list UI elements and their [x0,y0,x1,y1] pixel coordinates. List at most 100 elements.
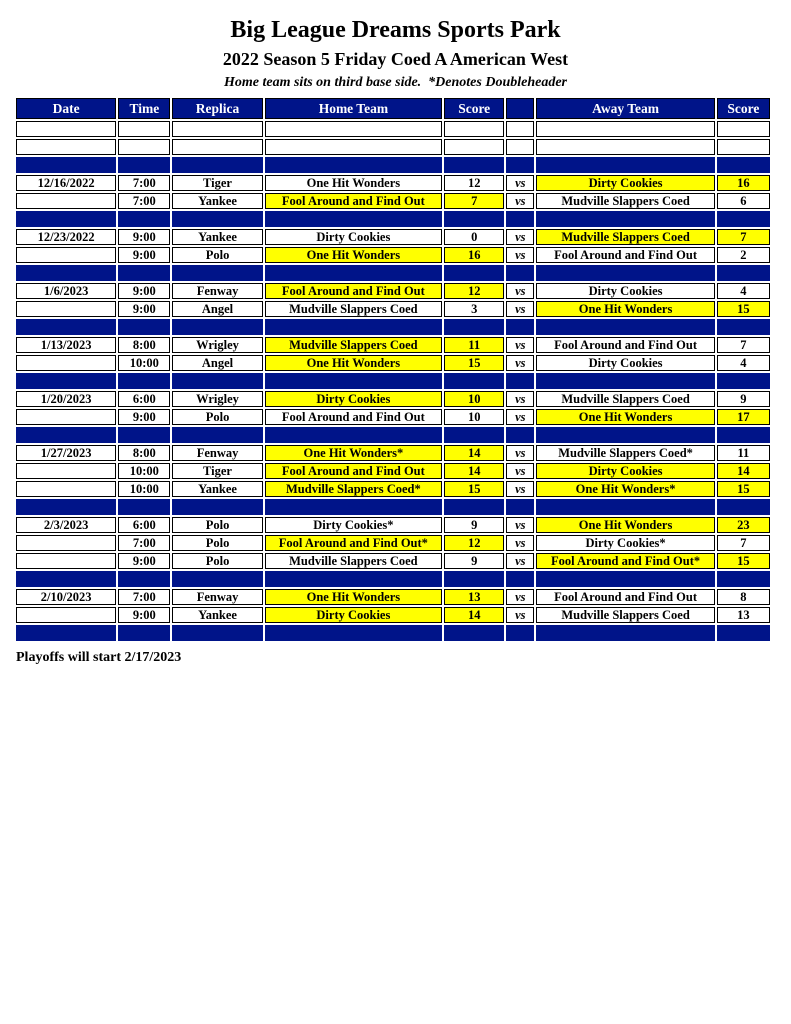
time-cell: 7:00 [118,589,171,606]
separator-cell [716,427,770,444]
separator-cell [444,625,505,642]
separator-row [16,373,770,390]
vs-cell: vs [506,355,535,372]
away-score-cell: 7 [716,535,770,552]
home-team-cell: Mudville Slappers Coed [264,301,443,318]
separator-cell [264,319,443,336]
game-row: 1/6/2023 9:00 Fenway Fool Around and Find O… [16,283,770,300]
blank-cell [118,121,171,138]
blank-cell [536,121,715,138]
separator-cell [16,571,117,588]
home-score-cell: 12 [444,283,505,300]
replica-cell: Tiger [172,463,263,480]
separator-cell [264,571,443,588]
separator-cell [118,427,171,444]
blank-cell [16,139,117,156]
home-score-cell: 11 [444,337,505,354]
game-row: 12/23/2022 9:00 Yankee Dirty Cookies 0 vs Mudv… [16,229,770,246]
time-cell: 7:00 [118,535,171,552]
away-score-cell: 11 [716,445,770,462]
time-cell: 9:00 [118,247,171,264]
separator-cell [118,319,171,336]
blank-row [16,121,770,138]
separator-cell [506,571,535,588]
time-cell: 7:00 [118,175,171,192]
home-team-cell: One Hit Wonders [264,247,443,264]
home-team-cell: Fool Around and Find Out [264,193,443,210]
separator-cell [118,265,171,282]
replica-cell: Wrigley [172,391,263,408]
separator-cell [716,211,770,228]
separator-cell [506,499,535,516]
home-score-cell: 3 [444,301,505,318]
separator-cell [444,157,505,174]
separator-cell [506,373,535,390]
time-cell: 9:00 [118,283,171,300]
vs-cell: vs [506,193,535,210]
separator-cell [506,319,535,336]
time-cell: 8:00 [118,337,171,354]
game-row: 10:00 Angel One Hit Wonders 15 vs Dirty Cooki… [16,355,770,372]
separator-cell [118,625,171,642]
home-score-cell: 12 [444,535,505,552]
away-score-cell: 16 [716,175,770,192]
vs-cell: vs [506,247,535,264]
column-header-replica: Replica [172,98,263,120]
blank-cell [264,121,443,138]
home-team-cell: One Hit Wonders [264,355,443,372]
blank-cell [172,121,263,138]
date-cell: 1/6/2023 [16,283,117,300]
vs-cell: vs [506,409,535,426]
game-row: 1/20/2023 6:00 Wrigley Dirty Cookies 10 vs Mud… [16,391,770,408]
replica-cell: Yankee [172,229,263,246]
away-team-cell: Fool Around and Find Out [536,247,715,264]
home-score-cell: 13 [444,589,505,606]
away-team-cell: Dirty Cookies [536,283,715,300]
separator-cell [716,571,770,588]
separator-cell [172,211,263,228]
away-team-cell: Mudville Slappers Coed* [536,445,715,462]
replica-cell: Polo [172,247,263,264]
home-team-cell: Dirty Cookies [264,391,443,408]
home-score-cell: 15 [444,481,505,498]
schedule-table: Date Time Replica Home Team Score Away Team Sc… [14,96,772,644]
time-cell: 8:00 [118,445,171,462]
time-cell: 9:00 [118,607,171,624]
separator-cell [172,319,263,336]
separator-cell [264,373,443,390]
separator-cell [716,319,770,336]
separator-cell [536,157,715,174]
time-cell: 6:00 [118,391,171,408]
date-cell: 12/16/2022 [16,175,117,192]
home-score-cell: 10 [444,391,505,408]
blank-cell [506,139,535,156]
separator-cell [172,625,263,642]
separator-cell [536,373,715,390]
game-row: 10:00 Yankee Mudville Slappers Coed* 15 vs On… [16,481,770,498]
replica-cell: Fenway [172,589,263,606]
home-score-cell: 16 [444,247,505,264]
replica-cell: Yankee [172,193,263,210]
away-team-cell: Dirty Cookies* [536,535,715,552]
game-row: 7:00 Yankee Fool Around and Find Out 7 vs Mud… [16,193,770,210]
date-cell: 2/10/2023 [16,589,117,606]
separator-cell [536,211,715,228]
separator-cell [716,499,770,516]
home-team-cell: Dirty Cookies [264,229,443,246]
home-score-cell: 9 [444,517,505,534]
vs-cell: vs [506,391,535,408]
date-cell: 1/20/2023 [16,391,117,408]
separator-cell [264,427,443,444]
separator-cell [536,319,715,336]
away-score-cell: 9 [716,391,770,408]
separator-cell [536,571,715,588]
replica-cell: Wrigley [172,337,263,354]
vs-cell: vs [506,589,535,606]
date-cell [16,409,117,426]
separator-cell [172,157,263,174]
game-row: 2/3/2023 6:00 Polo Dirty Cookies* 9 vs One Hit… [16,517,770,534]
separator-cell [118,571,171,588]
separator-cell [536,625,715,642]
vs-cell: vs [506,517,535,534]
away-team-cell: Mudville Slappers Coed [536,193,715,210]
